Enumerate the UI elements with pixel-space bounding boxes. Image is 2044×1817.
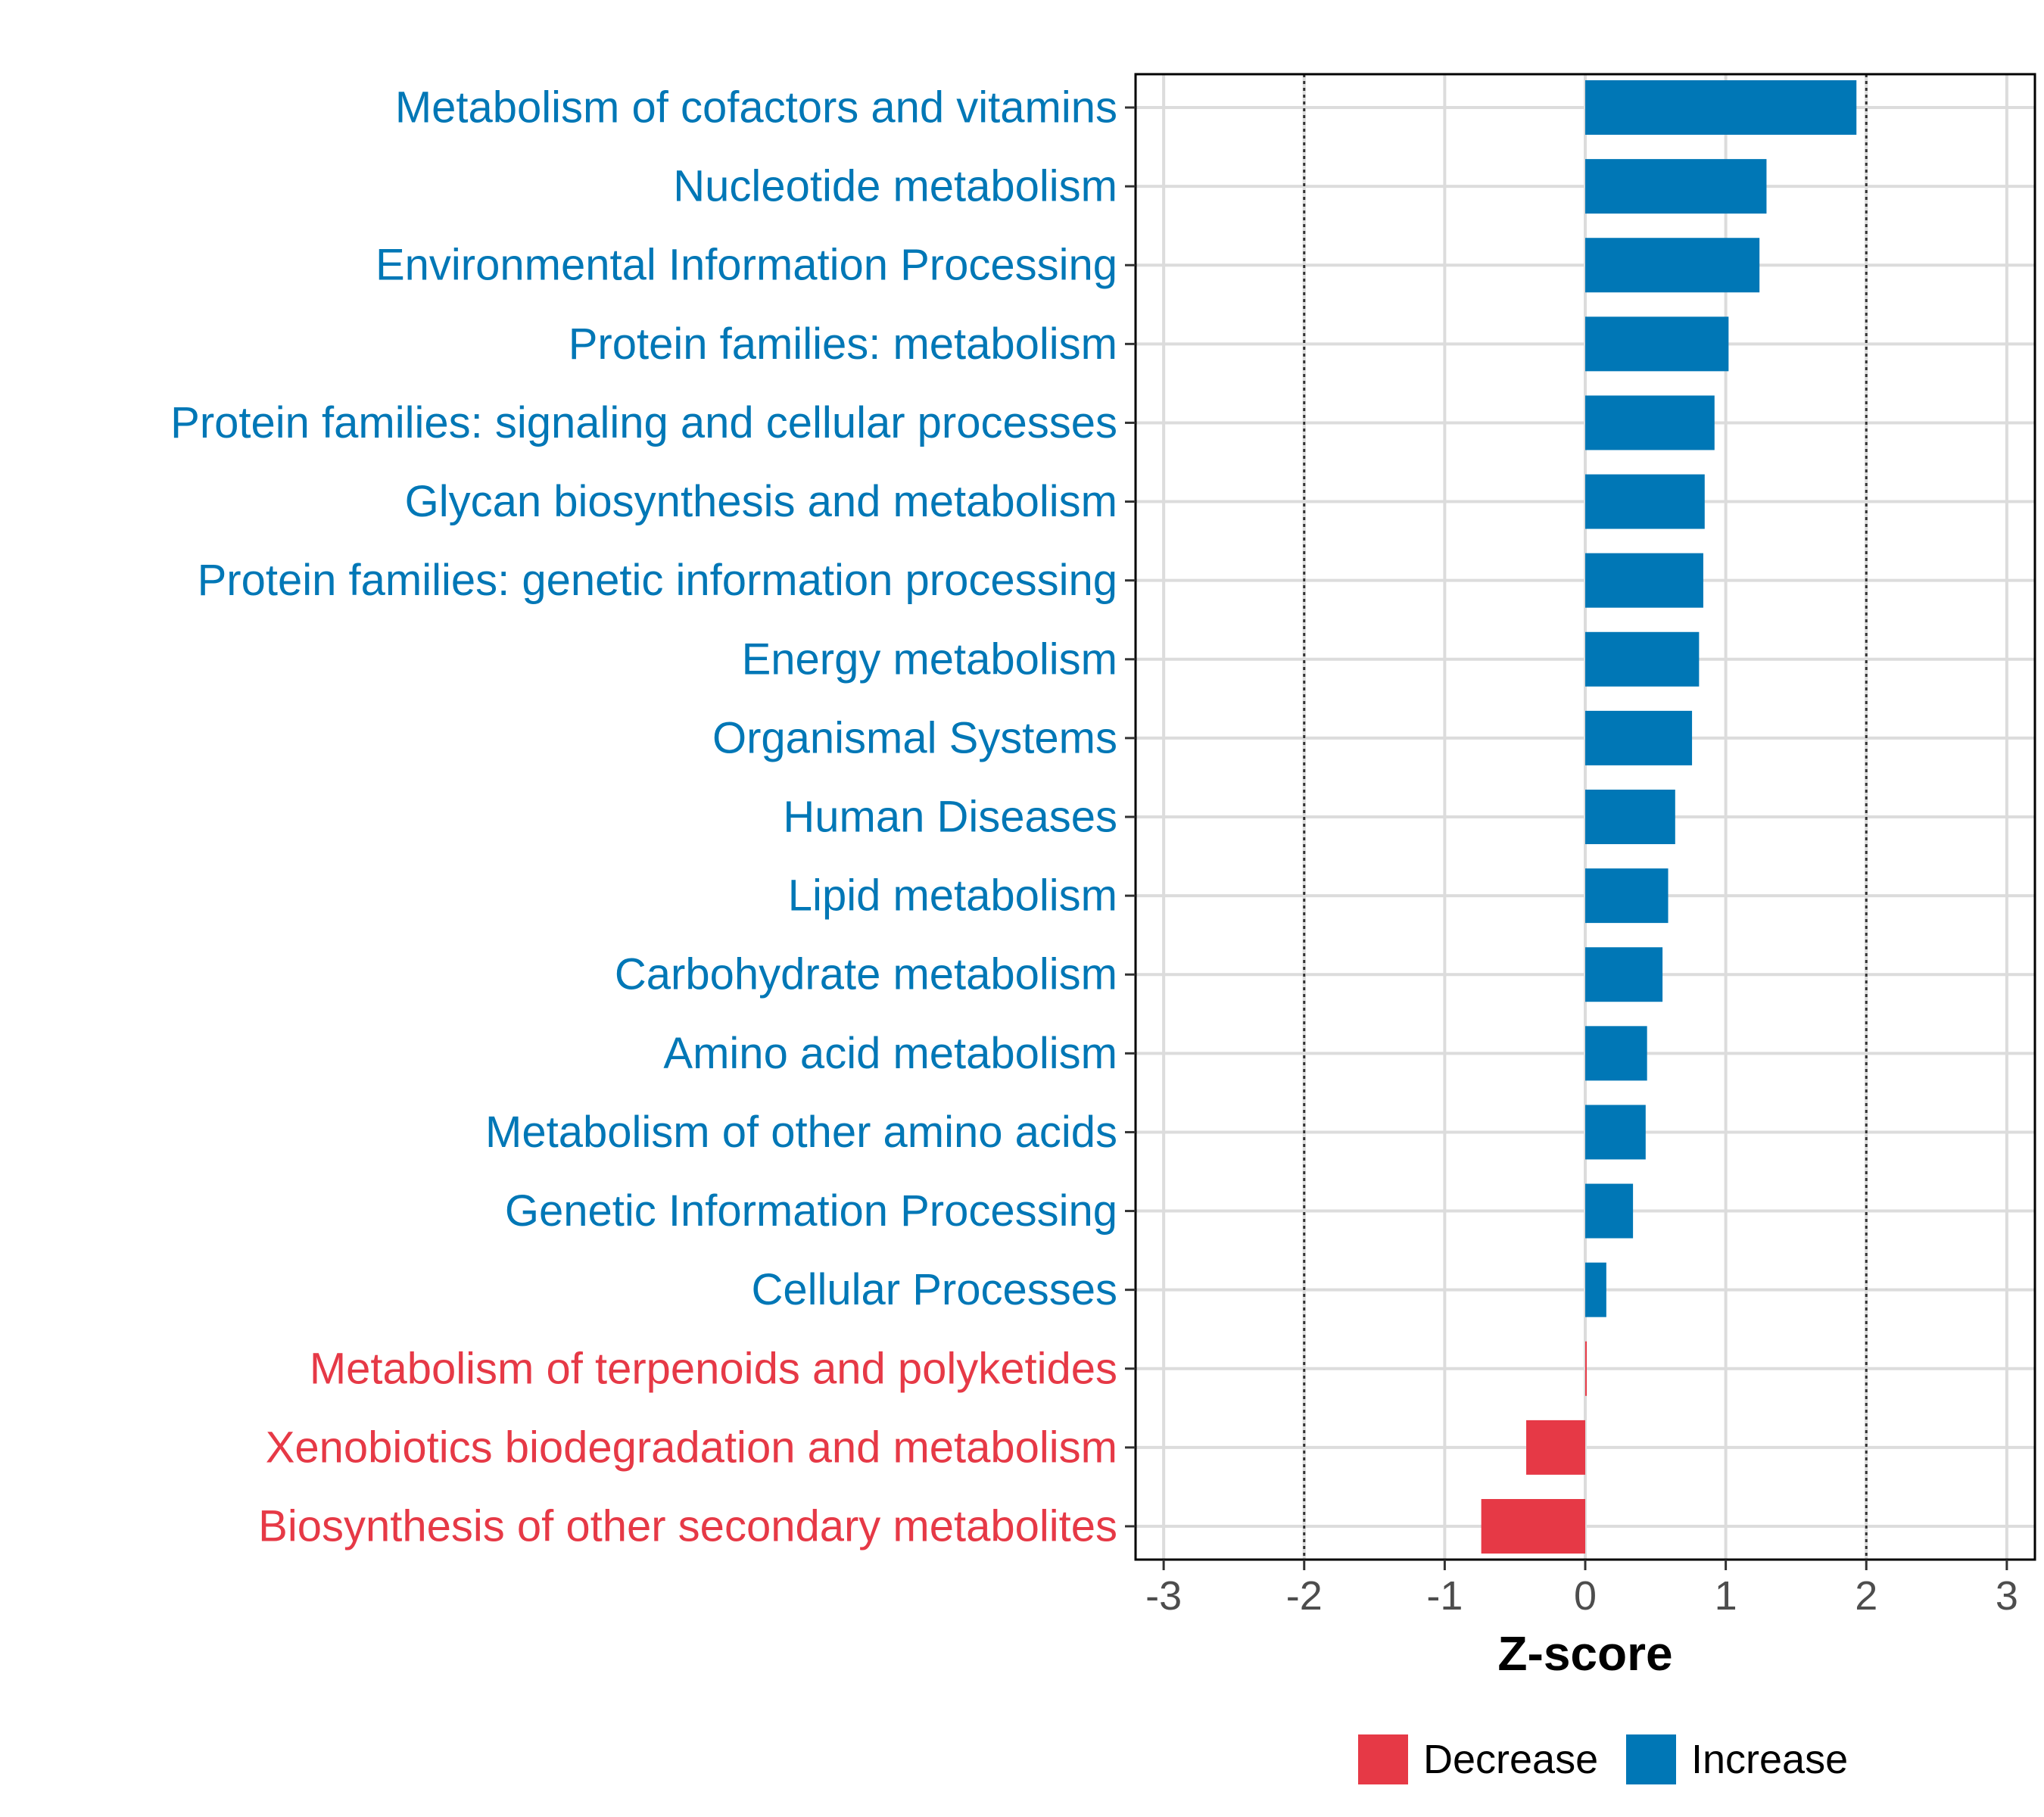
y-axis: Metabolism of cofactors and vitamins Nucl… — [170, 83, 1136, 1551]
bar-layer — [1481, 80, 1857, 1554]
bar — [1481, 1499, 1585, 1554]
category-label: Lipid metabolism — [788, 871, 1117, 921]
x-tick-label: -2 — [1286, 1573, 1323, 1619]
category-label: Biosynthesis of other secondary metaboli… — [258, 1502, 1117, 1551]
bar — [1585, 159, 1767, 214]
bar — [1585, 1026, 1647, 1081]
category-label: Organismal Systems — [712, 713, 1117, 762]
bar — [1585, 553, 1703, 608]
bar — [1585, 710, 1693, 765]
bar — [1585, 1183, 1634, 1239]
bar — [1585, 1262, 1606, 1317]
bar — [1585, 790, 1675, 844]
x-axis: -3 -2 -1 0 1 2 3 — [1145, 1560, 2018, 1619]
category-label: Genetic Information Processing — [505, 1186, 1117, 1236]
category-label: Energy metabolism — [742, 634, 1117, 684]
category-label: Protein families: metabolism — [569, 319, 1117, 369]
bar — [1585, 474, 1705, 529]
bar — [1585, 80, 1857, 135]
x-tick-label: 0 — [1574, 1573, 1597, 1619]
bar — [1585, 868, 1669, 924]
category-label: Amino acid metabolism — [663, 1029, 1117, 1078]
x-tick-label: 2 — [1855, 1573, 1877, 1619]
legend: Decrease Increase — [1358, 1734, 1848, 1784]
category-label: Nucleotide metabolism — [673, 162, 1117, 211]
category-label: Cellular Processes — [751, 1265, 1117, 1314]
x-axis-title: Z-score — [1497, 1626, 1672, 1681]
x-tick-label: 3 — [1996, 1573, 2018, 1619]
legend-label-increase: Increase — [1691, 1737, 1848, 1782]
bar — [1585, 631, 1700, 687]
category-label: Environmental Information Processing — [375, 241, 1117, 290]
category-label: Protein families: signaling and cellular… — [170, 398, 1117, 447]
x-tick-label: 1 — [1715, 1573, 1737, 1619]
x-tick-label: -1 — [1426, 1573, 1463, 1619]
category-label: Metabolism of other amino acids — [485, 1108, 1117, 1157]
bar — [1585, 395, 1715, 450]
category-label: Glycan biosynthesis and metabolism — [405, 477, 1117, 526]
legend-label-decrease: Decrease — [1423, 1737, 1598, 1782]
bar — [1585, 238, 1760, 293]
category-label: Metabolism of cofactors and vitamins — [395, 83, 1117, 132]
category-label: Protein families: genetic information pr… — [198, 556, 1117, 605]
bar — [1585, 316, 1729, 372]
x-tick-label: -3 — [1145, 1573, 1182, 1619]
bar — [1585, 947, 1663, 1002]
category-label: Xenobiotics biodegradation and metabolis… — [266, 1423, 1117, 1472]
category-label: Carbohydrate metabolism — [615, 950, 1117, 999]
bar — [1526, 1420, 1585, 1475]
category-label: Human Diseases — [783, 793, 1117, 842]
legend-swatch-decrease — [1358, 1734, 1408, 1784]
bar — [1585, 1105, 1646, 1160]
legend-swatch-increase — [1626, 1734, 1676, 1784]
bar — [1585, 1341, 1587, 1396]
category-label: Metabolism of terpenoids and polyketides — [310, 1344, 1117, 1393]
